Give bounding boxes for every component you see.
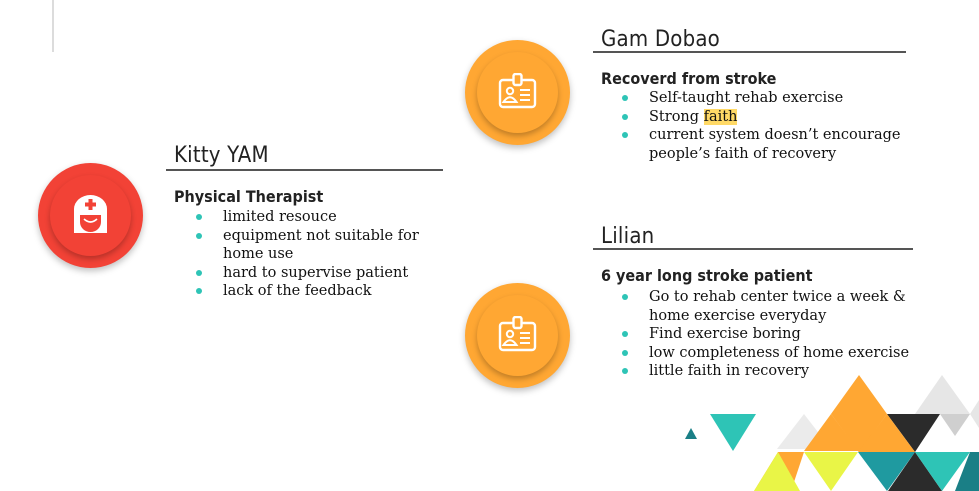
lilian-name-rule [593,248,913,250]
kitty-avatar [38,163,143,268]
list-item: Find exercise boring [616,325,916,344]
lilian-name: Lilian [601,224,655,249]
list-item: hard to supervise patient [190,264,440,283]
list-item: Self-taught rehab exercise [616,89,906,108]
gam-role: Recoverd from stroke [601,69,777,88]
nurse-icon [74,195,107,233]
list-item: Strong faith [616,108,906,127]
decorative-triangles [685,375,979,491]
gam-name-rule [593,51,906,53]
lilian-points: Go to rehab center twice a week & home e… [616,288,916,381]
kitty-name: Kitty YAM [174,143,269,168]
slide-divider-line [52,0,54,52]
kitty-role: Physical Therapist [174,187,324,206]
highlighted-word: faith [703,108,738,125]
lilian-role: 6 year long stroke patient [601,266,813,285]
list-item: Go to rehab center twice a week & home e… [616,288,916,325]
lilian-avatar [465,283,570,388]
id-badge-icon [498,316,537,352]
list-item: lack of the feedback [190,282,440,301]
list-item: low completeness of home exercise [616,344,916,363]
list-item: limited resouce [190,208,440,227]
gam-points: Self-taught rehab exercise Strong faith … [616,89,906,163]
kitty-points: limited resouce equipment not suitable f… [190,208,440,301]
list-item: current system doesn’t encourage people’… [616,126,906,163]
list-item: little faith in recovery [616,362,916,381]
kitty-name-rule [166,169,443,171]
gam-name: Gam Dobao [601,27,720,52]
list-item: equipment not suitable for home use [190,227,440,264]
gam-avatar [465,40,570,145]
id-badge-icon [498,73,537,109]
